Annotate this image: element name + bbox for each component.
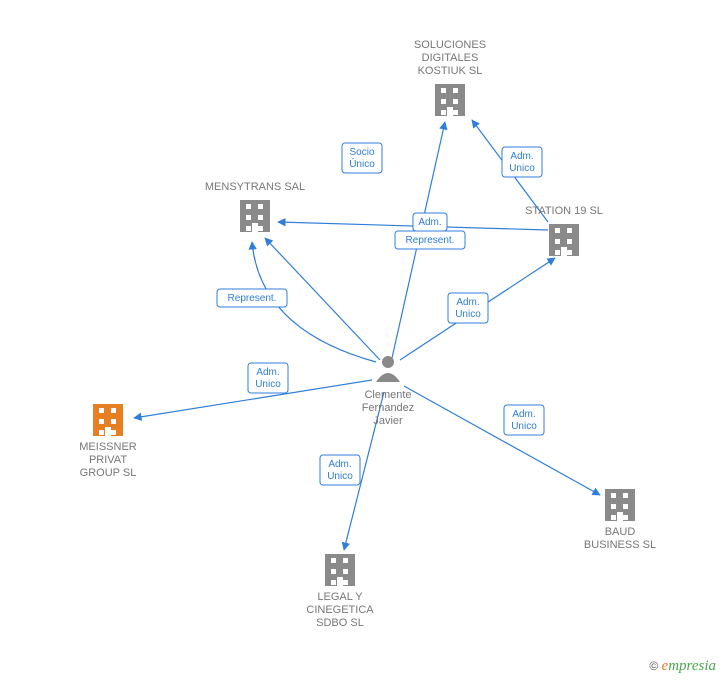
edge-label: Adm.Unico <box>504 405 544 435</box>
svg-text:Socio: Socio <box>349 147 374 158</box>
svg-text:SDBO SL: SDBO SL <box>316 617 364 629</box>
svg-text:PRIVAT: PRIVAT <box>89 454 127 466</box>
svg-text:Unico: Unico <box>455 309 481 320</box>
center-person-node: ClementeFernandezJavier <box>362 356 415 427</box>
svg-text:GROUP SL: GROUP SL <box>80 467 137 479</box>
svg-text:Unico: Unico <box>511 421 537 432</box>
svg-text:LEGAL Y: LEGAL Y <box>317 591 363 603</box>
network-graph: SocioÚnicoAdm.UnicoAdm.Represent.Represe… <box>0 0 728 685</box>
svg-text:Adm.: Adm. <box>256 367 279 378</box>
svg-text:Unico: Unico <box>327 471 353 482</box>
svg-text:STATION 19 SL: STATION 19 SL <box>525 205 603 217</box>
svg-text:Adm.: Adm. <box>512 409 535 420</box>
company-node: BAUDBUSINESS SL <box>584 489 656 551</box>
edge-label: Adm.Unico <box>502 147 542 177</box>
svg-text:CINEGETICA: CINEGETICA <box>306 604 374 616</box>
svg-text:Adm.: Adm. <box>328 459 351 470</box>
svg-text:Represent.: Represent. <box>228 293 277 304</box>
svg-text:MENSYTRANS SAL: MENSYTRANS SAL <box>205 181 305 193</box>
svg-text:Fernandez: Fernandez <box>362 402 415 414</box>
edge-label: SocioÚnico <box>342 143 382 173</box>
svg-text:Adm.: Adm. <box>456 297 479 308</box>
svg-text:SOLUCIONES: SOLUCIONES <box>414 39 486 51</box>
company-node: MEISSNERPRIVATGROUP SL <box>79 404 137 479</box>
copyright-label: © empresia <box>649 658 716 675</box>
svg-text:KOSTIUK SL: KOSTIUK SL <box>418 65 483 77</box>
svg-text:Unico: Unico <box>255 379 281 390</box>
svg-text:BUSINESS SL: BUSINESS SL <box>584 539 656 551</box>
svg-text:Represent.: Represent. <box>406 235 455 246</box>
svg-text:MEISSNER: MEISSNER <box>79 441 137 453</box>
company-node: SOLUCIONESDIGITALESKOSTIUK SL <box>414 39 486 116</box>
brand-rest: mpresia <box>668 658 716 674</box>
edge-label: Represent. <box>217 289 287 307</box>
svg-text:Adm.: Adm. <box>510 151 533 162</box>
svg-text:Adm.: Adm. <box>418 217 441 228</box>
svg-text:DIGITALES: DIGITALES <box>422 52 479 64</box>
company-node: MENSYTRANS SAL <box>205 181 305 232</box>
edge-label: Adm.Unico <box>320 455 360 485</box>
svg-text:Clemente: Clemente <box>364 389 411 401</box>
svg-text:Unico: Unico <box>509 163 535 174</box>
company-node: STATION 19 SL <box>525 205 603 256</box>
svg-text:BAUD: BAUD <box>605 526 636 538</box>
copyright-symbol: © <box>649 659 658 673</box>
edge-label: Adm.Unico <box>248 363 288 393</box>
edge <box>404 386 600 495</box>
edge-label: Adm. <box>413 213 447 231</box>
company-node: LEGAL YCINEGETICASDBO SL <box>306 554 374 629</box>
svg-text:Javier: Javier <box>373 415 403 427</box>
edge-label: Adm.Unico <box>448 293 488 323</box>
svg-text:Único: Único <box>349 157 375 170</box>
edge-label: Represent. <box>395 231 465 249</box>
